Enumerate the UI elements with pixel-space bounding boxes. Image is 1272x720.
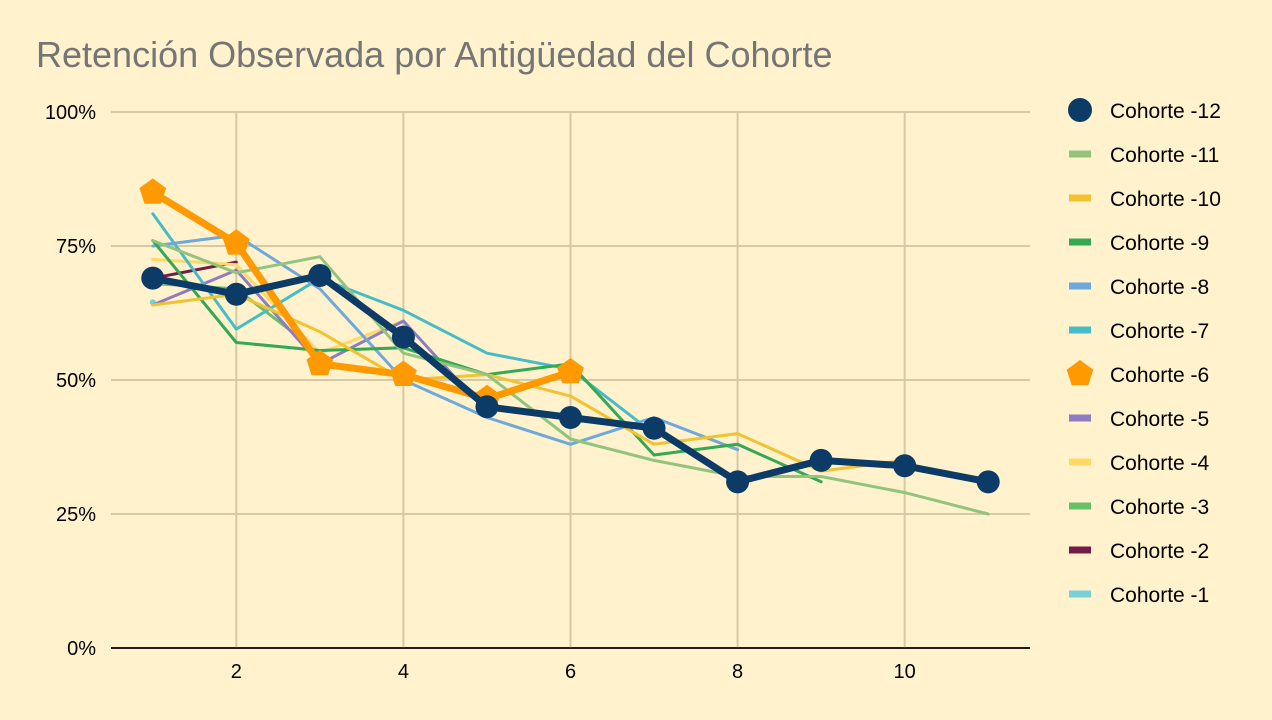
data-point <box>139 178 167 204</box>
legend-label: Cohorte -10 <box>1110 188 1221 211</box>
legend-swatch <box>1069 502 1091 510</box>
data-point <box>976 470 1000 494</box>
legend-label: Cohorte -1 <box>1110 584 1209 607</box>
data-point <box>557 358 584 384</box>
legend-swatch <box>1069 414 1091 422</box>
y-tick-label: 100% <box>45 102 96 124</box>
data-point <box>809 448 833 472</box>
series-cohorte-5 <box>151 268 489 414</box>
legend-label: Cohorte -6 <box>1110 364 1209 387</box>
legend-item-cohorte-3: Cohorte -3 <box>1069 496 1209 519</box>
legend-swatch <box>1069 546 1091 554</box>
series-layer <box>139 178 1000 516</box>
legend-swatch <box>1069 326 1091 334</box>
legend-swatch <box>1068 98 1092 122</box>
series-cohorte-11 <box>151 239 990 516</box>
x-tick-label: 4 <box>398 661 409 683</box>
legend-label: Cohorte -8 <box>1110 276 1209 299</box>
legend-swatch <box>1069 238 1091 246</box>
legend-item-cohorte-11: Cohorte -11 <box>1069 144 1219 167</box>
data-point <box>893 454 917 478</box>
legend-label: Cohorte -2 <box>1110 540 1209 563</box>
series-cohorte-9 <box>151 239 823 484</box>
legend-swatch <box>1066 360 1094 386</box>
legend-swatch <box>1069 590 1091 598</box>
legend-swatch <box>1069 282 1091 290</box>
series-line <box>151 239 990 516</box>
x-tick-label: 10 <box>894 661 916 683</box>
legend-item-cohorte-5: Cohorte -5 <box>1069 408 1209 431</box>
legend-item-cohorte-2: Cohorte -2 <box>1069 540 1209 563</box>
series-cohorte-12 <box>141 263 1000 494</box>
data-point <box>308 263 332 287</box>
legend-item-cohorte-12: Cohorte -12 <box>1068 98 1221 123</box>
y-tick-label: 25% <box>56 504 96 526</box>
data-point <box>223 229 250 255</box>
legend-label: Cohorte -4 <box>1110 452 1210 475</box>
legend-label: Cohorte -12 <box>1110 100 1221 123</box>
y-tick-label: 75% <box>56 236 96 258</box>
x-tick-label: 2 <box>231 661 242 683</box>
data-point <box>559 406 582 430</box>
legend-label: Cohorte -7 <box>1110 320 1209 343</box>
legend-item-cohorte-4: Cohorte -4 <box>1069 452 1210 475</box>
series-line <box>151 239 823 484</box>
series-line <box>149 188 574 403</box>
legend-swatch <box>1069 194 1091 202</box>
data-point <box>141 266 165 290</box>
legend: Cohorte -12 Cohorte -11 Cohorte -10 Cohorte… <box>1066 98 1221 607</box>
legend-item-cohorte-10: Cohorte -10 <box>1069 188 1221 211</box>
y-tick-label: 50% <box>56 370 96 392</box>
x-tick-label: 6 <box>565 661 576 683</box>
data-point <box>391 325 415 349</box>
legend-item-cohorte-7: Cohorte -7 <box>1069 320 1209 343</box>
legend-item-cohorte-8: Cohorte -8 <box>1069 276 1209 299</box>
y-tick-label: 0% <box>67 638 96 660</box>
legend-label: Cohorte -9 <box>1110 232 1209 255</box>
legend-label: Cohorte -3 <box>1110 496 1209 519</box>
data-point <box>475 395 499 419</box>
data-point <box>390 360 417 386</box>
data-point <box>306 349 334 376</box>
x-tick-label: 8 <box>732 661 743 683</box>
legend-item-cohorte-9: Cohorte -9 <box>1069 232 1209 255</box>
series-line <box>151 233 740 452</box>
data-point <box>642 416 666 440</box>
series-cohorte-8 <box>151 233 740 452</box>
chart-title: Retención Observada por Antigüedad del C… <box>36 34 833 75</box>
legend-swatch <box>1069 150 1091 158</box>
legend-swatch <box>1069 458 1091 466</box>
data-point <box>726 470 750 494</box>
axes: 0% 25% 50% 75% 100% 2 4 6 8 10 <box>45 102 1030 683</box>
legend-label: Cohorte -11 <box>1110 144 1219 167</box>
legend-item-cohorte-1: Cohorte -1 <box>1069 584 1209 607</box>
legend-item-cohorte-6: Cohorte -6 <box>1066 360 1209 387</box>
data-point <box>224 282 248 306</box>
series-line <box>151 268 489 414</box>
legend-label: Cohorte -5 <box>1110 408 1209 431</box>
